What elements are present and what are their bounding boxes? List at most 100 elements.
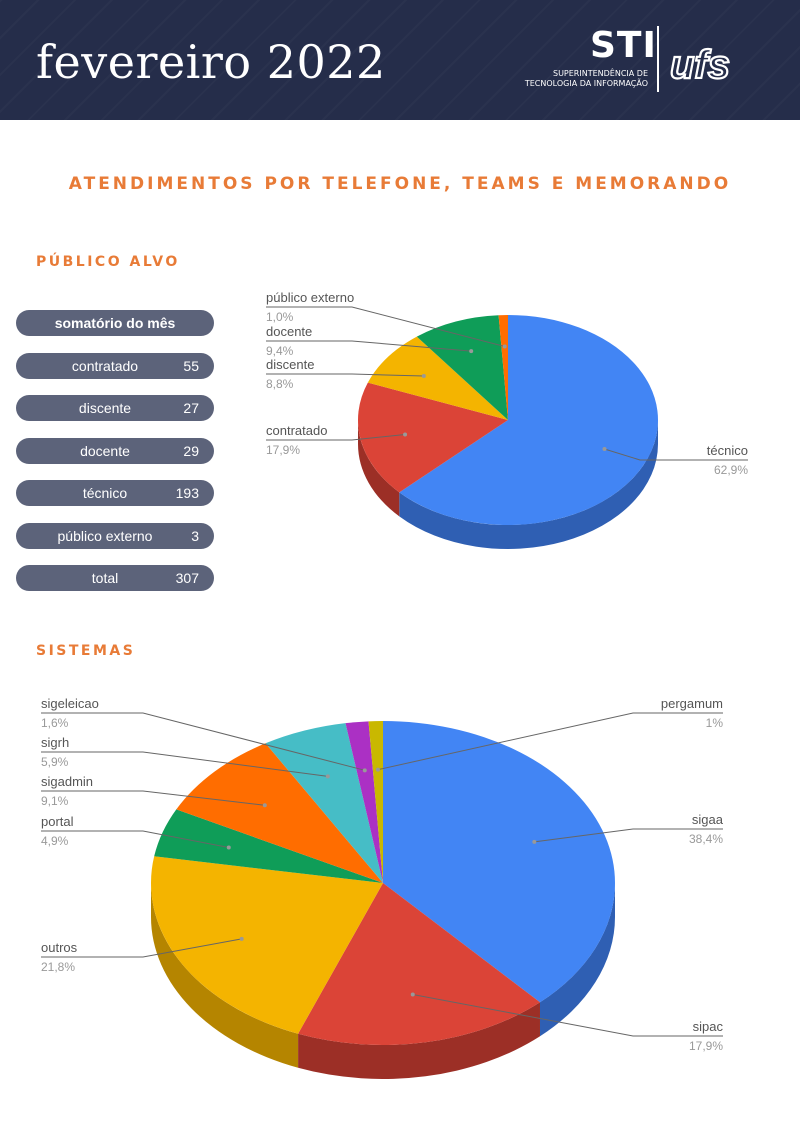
leader-line-outros [41,938,242,958]
leader-dot-sigeleicao [362,768,367,773]
summary-row-label: contratado [71,358,139,374]
leader-line-sigrh [41,751,328,777]
summary-row-value: 3 [191,528,199,544]
pie-sides [150,883,615,1079]
pie-slice-outros [151,856,383,1034]
slice-label-publico-externo: público externo [266,290,354,305]
pie-slice-portal [154,809,383,883]
leader-dot-discente [421,374,426,379]
pie-side-tecnico [399,420,658,550]
pie-slice-sipac [298,883,540,1045]
pie-slice-pergamum [368,721,383,883]
summary-row-value: 307 [175,570,199,586]
slice-percent-docente: 9,4% [266,344,294,358]
slice-label-discente: discente [266,357,314,372]
leader-line-sigaa [534,828,723,843]
ufs-logo: ufs [669,42,731,88]
summary-row-contratado: contratado 55 [16,353,214,379]
section-title-sistemas: SISTEMAS [36,643,136,659]
slice-percent-pergamum: 1% [706,716,724,730]
slice-label-sigaa: sigaa [692,812,724,827]
leader-dot-sigadmin [262,803,267,808]
sti-logo-subtitle-line1: SUPERINTENDÊNCIA DE [552,69,648,78]
leader-line-discente [266,373,424,377]
pie-labels: sigaa 38,4% sipac 17,9% outros 21,8% portal 4,9… [41,696,724,1053]
leader-dot-sipac [410,992,415,997]
summary-row-value: 27 [183,400,199,416]
pie-slice-tecnico [399,315,658,525]
leader-dot-tecnico [602,446,607,451]
summary-row-label: docente [80,443,130,459]
leader-dot-pergamum [375,767,380,772]
sti-logo-subtitle-line2: TECNOLOGIA DA INFORMAÇÃO [524,79,648,88]
slice-percent-sigaa: 38,4% [689,832,723,846]
pie-slice-contratado [358,382,508,493]
sti-logo-text: STI [590,25,657,66]
ufs-logo-text: ufs [670,43,730,87]
pie-sides [358,420,658,550]
slice-percent-sipac: 17,9% [689,1039,723,1053]
leader-dot-outros [239,936,244,941]
summary-row-value: 29 [183,443,199,459]
pie-slice-publico-externo [498,315,508,420]
leader-line-pergamum [377,712,723,771]
leader-dot-sigrh [325,774,330,779]
leader-dot-publico-externo [502,344,507,349]
summary-row-value: 55 [183,358,199,374]
pie-top [358,315,658,525]
leader-dot-sigaa [532,839,537,844]
page-header: fevereiro 2022 STI SUPERINTENDÊNCIA DE T… [0,0,800,120]
slice-label-sipac: sipac [693,1019,724,1034]
summary-row-label: técnico [82,485,128,501]
slice-percent-discente: 8,8% [266,377,294,391]
leader-line-tecnico [604,448,748,461]
slice-label-sigeleicao: sigeleicao [41,696,99,711]
slice-label-docente: docente [266,324,312,339]
summary-header: somatório do mês [16,310,214,336]
summary-row-discente: discente 27 [16,395,214,421]
summary-row-label: público externo [57,528,153,544]
summary-row-label: discente [78,400,132,416]
summary-row-total: total 307 [16,565,214,591]
leader-line-portal [41,830,229,848]
leader-line-publico-externo [266,306,505,348]
leader-dot-portal [226,845,231,850]
slice-label-portal: portal [41,814,74,829]
leader-line-sigeleicao [41,712,365,771]
section-title-publico-alvo: PÚBLICO ALVO [36,254,180,270]
sti-logo-subtitle: SUPERINTENDÊNCIA DE TECNOLOGIA DA INFORM… [525,69,648,89]
logo-divider [657,26,659,92]
slice-label-outros: outros [41,940,78,955]
month-title: fevereiro 2022 [36,35,386,89]
slice-percent-portal: 4,9% [41,834,69,848]
slice-percent-publico-externo: 1,0% [266,310,294,324]
header-background-pattern [0,0,800,120]
summary-row-docente: docente 29 [16,438,214,464]
slice-percent-tecnico: 62,9% [714,463,748,477]
pie-slice-sigeleicao [345,721,383,883]
summary-row-label: total [91,570,119,586]
pie-side-sigaa [539,883,615,1037]
pie-side-outros [150,883,299,1068]
slice-label-sigadmin: sigadmin [41,774,93,789]
leader-line-contratado [266,433,406,441]
summary-row-publico-externo: público externo 3 [16,523,214,549]
leader-dot-docente [469,349,474,354]
pie-side-contratado [358,420,400,517]
leader-dot-contratado [403,432,408,437]
leader-line-sigadmin [41,790,265,806]
leader-line-sipac [412,993,723,1037]
summary-row-tecnico: técnico 193 [16,480,214,506]
main-title: ATENDIMENTOS POR TELEFONE, TEAMS E MEMOR… [68,174,732,194]
summary-header-label: somatório do mês [54,315,176,331]
slice-percent-outros: 21,8% [41,960,75,974]
slice-percent-sigeleicao: 1,6% [41,716,69,730]
leader-line-docente [266,340,472,352]
summary-row-value: 193 [175,485,199,501]
slice-label-pergamum: pergamum [661,696,723,711]
slice-label-contratado: contratado [266,423,327,438]
slice-percent-sigrh: 5,9% [41,755,69,769]
pie-slice-sigadmin [176,743,383,883]
